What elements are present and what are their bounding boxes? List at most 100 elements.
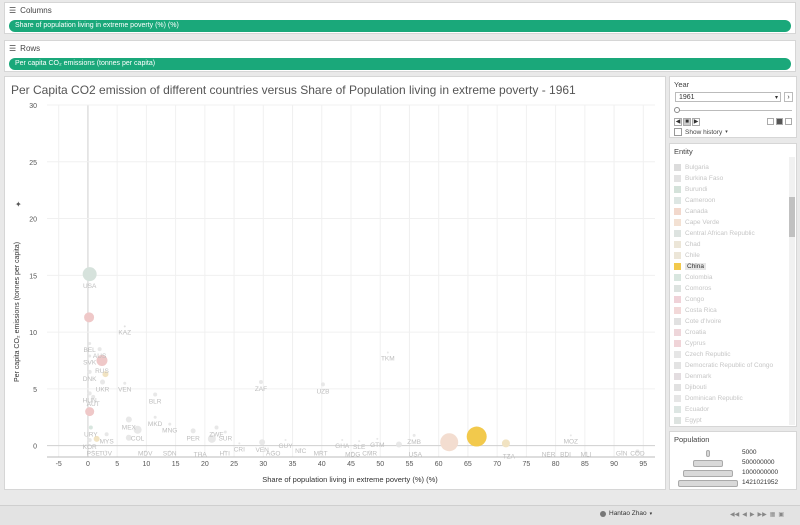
user-menu[interactable]: Hantao Zhao ▾ [600, 510, 652, 517]
entity-item[interactable]: Congo [674, 294, 704, 304]
entity-item[interactable]: Chile [674, 250, 700, 260]
entity-item[interactable]: Cote d'Ivoire [674, 316, 721, 326]
step-back-button[interactable]: ◀ [674, 118, 682, 126]
entity-item[interactable]: Chad [674, 239, 701, 249]
data-point[interactable] [376, 437, 379, 440]
data-point[interactable] [238, 442, 241, 445]
data-point[interactable] [351, 451, 354, 454]
data-point[interactable] [620, 450, 623, 453]
entity-item[interactable]: Cape Verde [674, 217, 719, 227]
data-point[interactable] [88, 341, 92, 345]
data-point[interactable] [341, 438, 344, 441]
data-point[interactable] [386, 351, 389, 354]
pause-button[interactable]: ■ [683, 118, 691, 126]
data-point[interactable] [368, 450, 371, 453]
speed-medium-button[interactable] [776, 118, 783, 125]
data-point[interactable] [104, 432, 109, 437]
data-point[interactable] [88, 354, 92, 358]
data-point[interactable] [125, 416, 132, 423]
prev-sheet-button[interactable]: ◀ [742, 512, 747, 518]
data-point[interactable] [91, 394, 96, 399]
data-point[interactable] [320, 382, 325, 387]
data-point[interactable] [299, 448, 302, 451]
history-checkbox[interactable] [674, 128, 682, 136]
year-slider[interactable] [678, 110, 792, 111]
data-point[interactable] [258, 380, 263, 385]
data-point[interactable] [284, 438, 287, 441]
columns-pill[interactable]: Share of population living in extreme po… [9, 20, 791, 32]
data-point[interactable] [123, 325, 126, 328]
data-point[interactable] [168, 450, 171, 453]
data-point[interactable] [104, 450, 107, 453]
entity-item[interactable]: Colombia [674, 272, 712, 282]
data-point[interactable] [88, 425, 93, 430]
data-point[interactable] [569, 434, 572, 437]
entity-item[interactable]: Burundi [674, 184, 707, 194]
entity-item[interactable]: Canada [674, 206, 708, 216]
speed-slow-button[interactable] [767, 118, 774, 125]
data-point[interactable] [501, 439, 510, 448]
first-sheet-button[interactable]: ◀◀ [730, 512, 740, 518]
scatter-chart[interactable]: -5 0 5 10 15 20 25 30 35 40 45 50 55 60 65 70 75 80 85 90 95… [5, 77, 665, 489]
data-point[interactable] [259, 439, 266, 446]
grid-view-icon[interactable]: ▦ [769, 512, 776, 518]
step-forward-button[interactable]: ▶ [692, 118, 700, 126]
year-slider-handle[interactable] [674, 107, 680, 113]
data-point[interactable] [190, 428, 196, 434]
entity-item[interactable]: Cameroon [674, 195, 715, 205]
data-point[interactable] [144, 450, 147, 453]
data-point[interactable] [125, 434, 132, 441]
data-point[interactable] [100, 379, 106, 385]
film-strip-icon[interactable]: ▣ [778, 512, 785, 518]
data-point[interactable] [585, 451, 588, 454]
entity-item[interactable]: Ecuador [674, 404, 709, 414]
data-point[interactable] [96, 354, 108, 366]
entity-item[interactable]: Central African Republic [674, 228, 755, 238]
data-point[interactable] [214, 425, 219, 430]
data-point[interactable] [319, 450, 322, 453]
data-point[interactable] [199, 451, 202, 454]
data-point[interactable] [414, 451, 417, 454]
data-point[interactable] [412, 433, 416, 437]
data-point[interactable] [85, 407, 95, 417]
entity-item[interactable]: Czech Republic [674, 349, 731, 359]
year-dropdown[interactable]: 1961 ▾ [675, 92, 781, 102]
data-point[interactable] [395, 441, 402, 448]
data-point[interactable] [564, 451, 567, 454]
last-sheet-button[interactable]: ▶▶ [757, 512, 767, 518]
entity-item[interactable]: Egypt [674, 415, 702, 425]
entity-item[interactable]: Burkina Faso [674, 173, 723, 183]
data-point[interactable] [133, 425, 142, 434]
data-point[interactable] [168, 422, 172, 426]
entity-item[interactable]: Costa Rica [674, 305, 717, 315]
data-point[interactable] [123, 381, 127, 385]
data-point[interactable] [223, 430, 227, 434]
next-year-button[interactable]: › [784, 92, 793, 102]
data-point[interactable] [153, 415, 157, 419]
show-history-toggle[interactable]: Show history ▾ [674, 128, 728, 136]
entity-item[interactable]: Djibouti [674, 382, 707, 392]
data-point[interactable] [507, 453, 510, 456]
data-point[interactable] [272, 450, 275, 453]
data-point[interactable] [635, 449, 640, 454]
data-point[interactable] [93, 435, 100, 442]
entity-item[interactable]: China [674, 261, 706, 271]
data-point[interactable] [84, 312, 95, 323]
speed-fast-button[interactable] [785, 118, 792, 125]
data-point[interactable] [97, 347, 102, 352]
scrollbar[interactable] [789, 157, 795, 425]
entity-item[interactable]: Dominican Republic [674, 393, 743, 403]
entity-item[interactable]: Comoros [674, 283, 711, 293]
data-point[interactable] [207, 434, 216, 443]
data-point[interactable] [87, 437, 92, 442]
entity-item[interactable]: Denmark [674, 371, 711, 381]
data-point[interactable] [223, 450, 226, 453]
data-point[interactable] [440, 433, 459, 452]
next-sheet-button[interactable]: ▶ [749, 512, 755, 518]
data-point[interactable] [102, 371, 109, 378]
entity-item[interactable]: Democratic Republic of Congo [674, 360, 773, 370]
pin-icon[interactable]: ✦ [15, 200, 22, 209]
data-point[interactable] [92, 450, 95, 453]
data-point[interactable] [153, 392, 158, 397]
data-point[interactable] [87, 391, 92, 396]
